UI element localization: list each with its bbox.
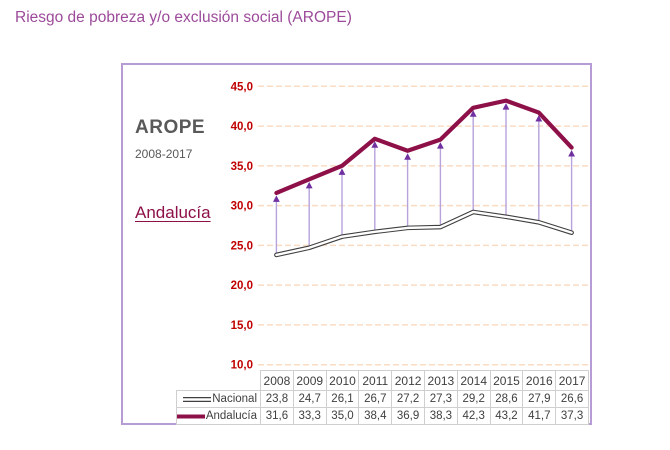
value-cell: 38,4	[358, 407, 393, 425]
gap-arrow-head	[568, 150, 575, 157]
gap-arrow-head	[371, 141, 379, 148]
value-cell: 29,2	[456, 390, 491, 408]
value-cell: 27,2	[391, 390, 425, 408]
gap-arrow-head	[535, 115, 543, 122]
nacional-line-swatch-icon	[183, 396, 212, 402]
value-cell: 26,1	[325, 390, 360, 408]
year-cell: 2009	[292, 370, 327, 391]
table-corner-cell	[177, 371, 261, 391]
andalucia-line-swatch-icon	[177, 414, 205, 418]
y-axis-tick-label: 45,0	[231, 81, 253, 93]
y-axis-tick-label: 25,0	[231, 240, 253, 252]
value-cell: 28,6	[489, 390, 524, 408]
chart-heading: AROPE	[135, 117, 206, 138]
gap-arrow-head	[305, 181, 313, 189]
gap-arrow-head	[502, 103, 510, 110]
year-cell: 2011	[358, 370, 393, 391]
value-cell: 37,3	[555, 407, 589, 425]
value-cell: 26,6	[555, 390, 589, 408]
table-row: Andalucía 31,6 33,3 35,0 38,4 36,9 38,3 42,3 43,…	[176, 407, 589, 425]
y-axis-tick-label: 10,0	[231, 360, 253, 372]
value-cell: 43,2	[489, 407, 524, 425]
value-cell: 41,7	[522, 407, 557, 425]
year-cell: 2016	[522, 370, 557, 391]
y-axis-tick-label: 40,0	[231, 121, 253, 133]
table-row: Nacional 23,8 24,7 26,1 26,7 27,2 27,3 29,2 28,6…	[176, 390, 589, 408]
chart-period: 2008-2017	[135, 147, 193, 161]
gap-arrow-head	[404, 153, 411, 160]
gap-arrow-head	[469, 110, 477, 117]
legend-label: Nacional	[212, 393, 257, 405]
value-cell: 27,9	[522, 390, 557, 408]
legend-cell: Andalucía	[176, 407, 261, 425]
y-axis-tick-label: 15,0	[231, 320, 253, 332]
data-table: 2008 2009 2010 2011 2012 2013 2014 2015 2016 2017…	[176, 370, 589, 425]
value-cell: 33,3	[292, 407, 327, 425]
chart-region-label: Andalucía	[135, 203, 211, 222]
y-axis-tick-label: 30,0	[231, 201, 253, 213]
series-line-nacional-outline	[274, 209, 574, 258]
series-line-nacional-fill	[275, 210, 573, 257]
value-cell: 23,8	[260, 390, 294, 408]
value-cell: 26,7	[358, 390, 393, 408]
year-cell: 2008	[260, 370, 294, 391]
year-cell: 2017	[555, 370, 589, 391]
y-axis-tick-label: 35,0	[231, 161, 253, 173]
value-cell: 24,7	[292, 390, 327, 408]
line-chart: 45,0 40,0 35,0 30,0 25,0 20,0 15,0 10,0	[231, 81, 588, 372]
gap-arrow-head	[437, 142, 444, 149]
year-cell: 2013	[423, 370, 458, 391]
value-cell: 31,6	[260, 407, 294, 425]
value-cell: 36,9	[391, 407, 425, 425]
gap-arrow-head	[273, 195, 280, 202]
year-cell: 2015	[489, 370, 524, 391]
legend-label: Andalucía	[205, 410, 257, 422]
page-title: Riesgo de pobreza y/o exclusión social (…	[15, 9, 352, 26]
value-cell: 38,3	[423, 407, 458, 425]
year-cell: 2014	[456, 370, 491, 391]
year-cell: 2012	[391, 370, 425, 391]
gap-arrow-head	[338, 168, 346, 175]
y-axis-tick-label: 20,0	[231, 280, 253, 292]
value-cell: 27,3	[423, 390, 458, 408]
year-cell: 2010	[325, 370, 360, 391]
value-cell: 42,3	[456, 407, 491, 425]
series-line-andalucia	[274, 98, 574, 195]
chart-frame: AROPE 2008-2017 Andalucía 45,0 40,0 35,0 30…	[121, 63, 592, 425]
value-cell: 35,0	[325, 407, 360, 425]
legend-cell: Nacional	[176, 390, 261, 408]
